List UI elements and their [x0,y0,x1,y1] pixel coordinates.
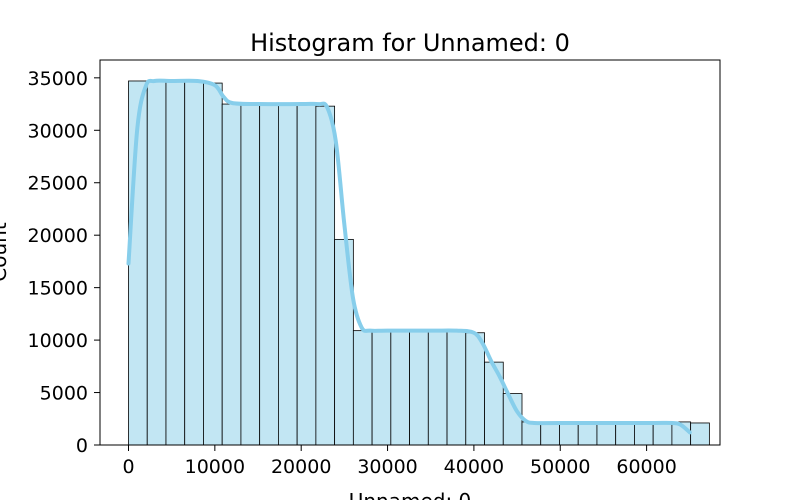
x-tick-label: 60000 [616,456,676,478]
histogram-bar [166,81,185,445]
histogram-bar [653,422,672,445]
x-axis-label: Unnamed: 0 [349,489,472,500]
x-tick-label: 10000 [185,456,245,478]
x-tick-label: 30000 [357,456,417,478]
histogram-bars [128,81,709,445]
histogram-bar [260,104,279,445]
histogram-bar [316,106,335,445]
histogram-bar [391,331,410,445]
histogram-bar [634,422,653,445]
y-tick-label: 20000 [28,225,88,247]
y-tick-label: 25000 [28,173,88,195]
x-tick-label: 50000 [530,456,590,478]
histogram-bar [241,104,260,445]
histogram-bar [353,331,372,445]
histogram-bar [372,331,391,445]
histogram-bar [278,104,297,445]
histogram-bar [559,422,578,445]
y-tick-label: 5000 [40,383,88,405]
x-tick-label: 0 [122,456,134,478]
histogram-bar [616,422,635,445]
histogram-bar [185,81,204,445]
histogram-bar [691,423,710,445]
y-tick-label: 30000 [28,120,88,142]
y-tick-label: 15000 [28,278,88,300]
histogram-bar [203,83,222,445]
histogram-bar [297,104,316,445]
histogram-bar [447,331,466,445]
histogram-bar [410,331,429,445]
x-axis-ticks: 0 10000 20000 30000 40000 50000 60000 [122,445,676,478]
y-axis-label: Count [0,222,11,282]
x-tick-label: 20000 [271,456,331,478]
histogram-bar [428,331,447,445]
y-tick-label: 10000 [28,330,88,352]
histogram-bar [541,422,560,445]
x-tick-label: 40000 [444,456,504,478]
chart-title: Histogram for Unnamed: 0 [250,29,570,57]
histogram-bar [222,104,241,445]
histogram-bar [578,422,597,445]
histogram-bar [147,81,166,445]
histogram-bar [522,422,541,445]
histogram-bar [466,333,485,445]
y-tick-label: 0 [76,435,88,457]
y-tick-label: 35000 [28,68,88,90]
histogram-bar [597,422,616,445]
y-axis-ticks: 0 5000 10000 15000 20000 25000 30000 35000 [28,68,100,457]
